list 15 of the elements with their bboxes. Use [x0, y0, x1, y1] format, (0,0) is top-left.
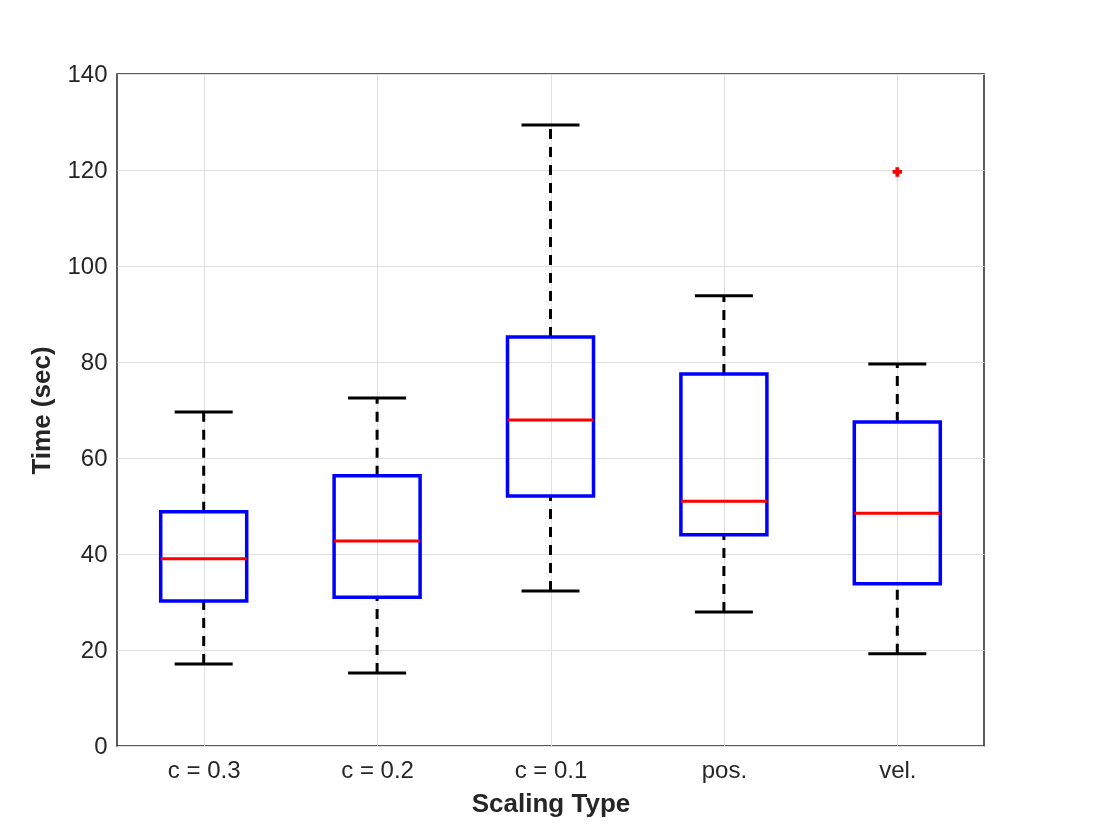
y-tick-label: 100 [67, 251, 108, 279]
y-tick-label: 60 [80, 443, 108, 471]
y-tick-label: 140 [67, 59, 108, 87]
y-tick-label: 20 [80, 635, 108, 663]
y-tick-label: 120 [67, 155, 108, 183]
y-tick-label: 40 [80, 539, 108, 567]
x-axis-title: Scaling Type [471, 787, 631, 818]
y-axis-title: Time (sec) [26, 346, 57, 475]
x-tick-label: pos. [701, 755, 748, 783]
x-tick-label: c = 0.1 [514, 755, 588, 783]
y-tick-label: 0 [94, 731, 108, 759]
y-tick-label: 80 [80, 347, 108, 375]
x-tick-label: c = 0.3 [167, 755, 241, 783]
x-tick-label: vel. [879, 755, 917, 783]
x-tick-label: c = 0.2 [341, 755, 414, 783]
